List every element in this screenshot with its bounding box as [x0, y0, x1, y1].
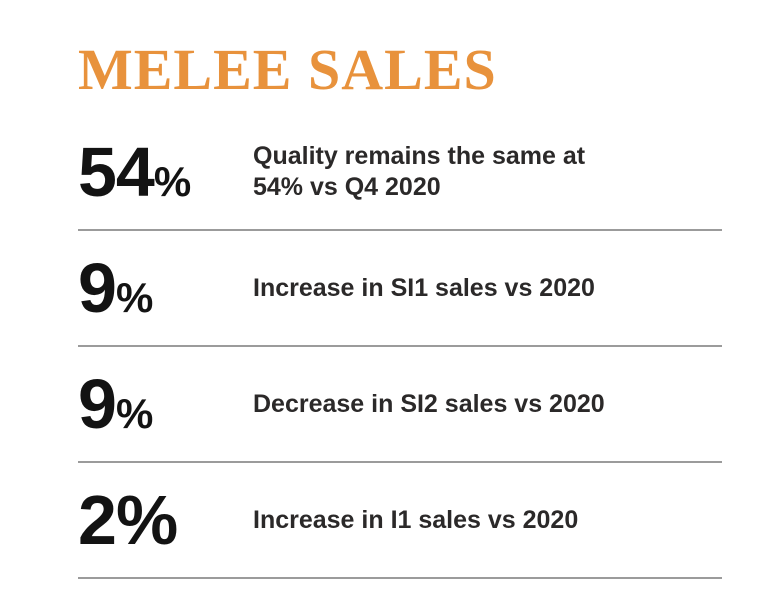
stat-number: 2: [78, 481, 117, 559]
page-title: MELEE SALES: [78, 37, 497, 102]
stat-number: 54: [78, 133, 155, 211]
stat-unit: %: [115, 390, 153, 437]
stat-description: Increase in SI1 sales vs 2020: [253, 273, 595, 302]
stat-number: 9: [78, 249, 117, 327]
stat-list: 54% Quality remains the same at 54% vs Q…: [78, 115, 722, 579]
stat-number: 9: [78, 365, 117, 443]
stat-unit: %: [153, 158, 191, 205]
stat-description: Decrease in SI2 sales vs 2020: [253, 389, 605, 418]
stat-description: Quality remains the same at 54% vs Q4 20…: [253, 142, 586, 201]
stat-value: 9%: [78, 364, 253, 444]
stat-value: 9%: [78, 248, 253, 328]
stat-value: 2%: [78, 480, 253, 560]
stat-value: 54%: [78, 132, 253, 212]
stat-row: 54% Quality remains the same at 54% vs Q…: [78, 115, 722, 231]
stat-unit: %: [115, 481, 178, 559]
stat-description: Increase in I1 sales vs 2020: [253, 505, 579, 534]
stat-row: 9% Increase in SI1 sales vs 2020: [78, 231, 722, 347]
stat-unit: %: [115, 274, 153, 321]
stat-row: 9% Decrease in SI2 sales vs 2020: [78, 347, 722, 463]
content-column: MELEE SALES 54% Quality remains the same…: [78, 40, 722, 579]
stat-row: 2% Increase in I1 sales vs 2020: [78, 463, 722, 579]
